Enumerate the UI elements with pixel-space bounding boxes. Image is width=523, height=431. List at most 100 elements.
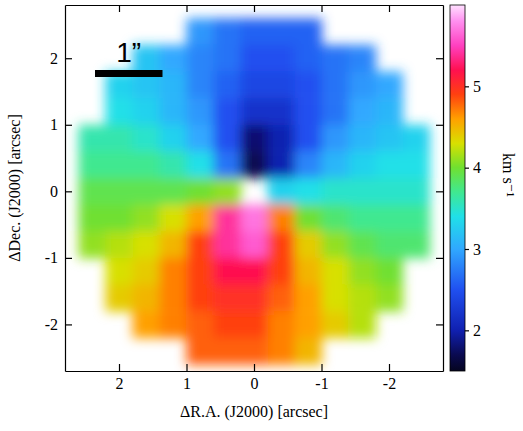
- cell: [187, 45, 215, 72]
- cell: [214, 205, 242, 232]
- cell: [79, 151, 107, 178]
- tick-label: 2: [50, 50, 58, 67]
- axis: 2345: [465, 6, 481, 372]
- cells: [79, 18, 431, 365]
- tick-mark: [321, 5, 322, 12]
- cell: [241, 125, 269, 152]
- scale-bar: [95, 70, 163, 77]
- cell: [241, 205, 269, 232]
- cell: [241, 18, 269, 45]
- cell: [268, 98, 296, 125]
- cell: [214, 45, 242, 72]
- cell: [295, 45, 323, 72]
- tick: [436, 258, 443, 259]
- tick-label: 2: [116, 375, 124, 392]
- tick-label: -2: [383, 375, 396, 392]
- cell: [322, 151, 350, 178]
- cell: [349, 151, 377, 178]
- tick: 3: [465, 241, 481, 258]
- cell: [268, 311, 296, 338]
- tick-mark: [119, 5, 120, 12]
- cell: [268, 205, 296, 232]
- cell: [268, 258, 296, 285]
- cell: [349, 72, 377, 99]
- cell: [295, 72, 323, 99]
- cell: [133, 151, 161, 178]
- chart: 210-1-2-2-1012ΔR.A. (J2000) [arcsec]ΔDec…: [0, 0, 523, 431]
- cell: [268, 72, 296, 99]
- cell: [295, 151, 323, 178]
- tick: 1: [50, 116, 72, 133]
- cell: [376, 178, 404, 205]
- tick: [119, 5, 120, 12]
- cell: [187, 311, 215, 338]
- cell: [160, 45, 188, 72]
- tick-mark: [321, 364, 322, 371]
- cell: [187, 151, 215, 178]
- tick-mark: [186, 364, 187, 371]
- cell: [214, 178, 242, 205]
- cell: [106, 151, 134, 178]
- cell: [322, 311, 350, 338]
- tick-mark: [254, 5, 255, 12]
- cell: [349, 178, 377, 205]
- tick: 0: [251, 364, 259, 392]
- cell: [214, 311, 242, 338]
- tick: [322, 5, 323, 12]
- colorbar-title: km s⁻¹: [500, 153, 517, 197]
- plot-area: [79, 18, 431, 365]
- axis: -2-1012: [45, 6, 72, 372]
- cell: [214, 231, 242, 258]
- cell: [106, 98, 134, 125]
- cell: [160, 125, 188, 152]
- cell: [241, 284, 269, 311]
- cell: [160, 231, 188, 258]
- cell: [214, 284, 242, 311]
- cell: [160, 205, 188, 232]
- cell: [187, 205, 215, 232]
- tick-label: 1: [183, 375, 191, 392]
- cell: [214, 72, 242, 99]
- tick: [436, 125, 443, 126]
- tick: [436, 58, 443, 59]
- cell: [214, 338, 242, 365]
- cell: [106, 258, 134, 285]
- tick: 5: [465, 78, 481, 95]
- cell: [403, 178, 431, 205]
- axis-line: [465, 6, 466, 372]
- tick-mark: [389, 5, 390, 12]
- cell: [241, 151, 269, 178]
- cell: [295, 125, 323, 152]
- tick-label: -1: [45, 249, 58, 266]
- cell: [268, 284, 296, 311]
- cell: [106, 205, 134, 232]
- tick-mark: [186, 5, 187, 12]
- tick-mark: [436, 258, 443, 259]
- cell: [241, 338, 269, 365]
- axis-line: [443, 6, 444, 372]
- tick: -2: [45, 316, 72, 333]
- tick-mark: [65, 191, 72, 192]
- tick-label: 2: [473, 322, 481, 339]
- cell: [187, 72, 215, 99]
- cell: [133, 178, 161, 205]
- cell: [241, 311, 269, 338]
- cell: [376, 72, 404, 99]
- cell: [322, 45, 350, 72]
- cell: [160, 258, 188, 285]
- cell: [322, 231, 350, 258]
- cell: [295, 178, 323, 205]
- axis: [66, 5, 444, 12]
- cell: [295, 311, 323, 338]
- cell: [403, 125, 431, 152]
- cell: [187, 338, 215, 365]
- cell: [268, 45, 296, 72]
- axis: [436, 6, 444, 372]
- cell: [133, 231, 161, 258]
- cell: [160, 311, 188, 338]
- cell: [295, 18, 323, 45]
- tick-label: 1: [50, 116, 58, 133]
- cell: [187, 284, 215, 311]
- cell: [295, 338, 323, 365]
- axis: 210-1-2: [66, 364, 444, 392]
